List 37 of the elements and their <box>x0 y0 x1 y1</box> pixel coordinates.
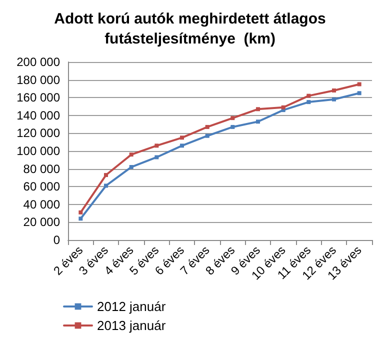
point <box>78 210 83 214</box>
point <box>129 152 134 157</box>
point <box>205 134 210 138</box>
y-tick-label: 100 000 <box>16 144 60 158</box>
point <box>332 88 336 92</box>
y-tick-label: 160 000 <box>16 90 60 105</box>
y-tick-label: 200 000 <box>16 55 60 69</box>
point <box>332 97 336 102</box>
point <box>180 136 184 140</box>
legend-label: 2013 január <box>97 318 166 333</box>
y-tick-label: 140 000 <box>16 108 60 122</box>
point <box>256 120 260 124</box>
y-tick-label: 60 000 <box>23 180 60 194</box>
point <box>230 124 235 129</box>
y-tick-label: 120 000 <box>16 126 60 140</box>
y-tick-label: 0 <box>53 233 60 247</box>
point <box>281 105 286 110</box>
point <box>357 82 362 86</box>
y-tick-label: 20 000 <box>23 215 60 230</box>
point <box>306 100 311 104</box>
point <box>78 216 83 221</box>
point <box>104 173 108 178</box>
point <box>104 184 108 188</box>
point <box>256 107 260 112</box>
point <box>180 144 184 148</box>
y-tick-label: 180 000 <box>16 72 60 87</box>
point <box>230 116 235 120</box>
point <box>154 144 159 148</box>
legend-label: 2012 január <box>97 299 166 314</box>
point <box>129 165 134 170</box>
point <box>357 91 362 96</box>
chart-title: Adott korú autók meghirdetett átlagos futásteljesítménye (km) <box>54 10 326 48</box>
point <box>205 124 210 129</box>
y-tick-label: 80 000 <box>23 162 60 176</box>
y-tick-label: 40 000 <box>23 197 60 212</box>
point <box>154 155 159 160</box>
point <box>306 94 311 98</box>
